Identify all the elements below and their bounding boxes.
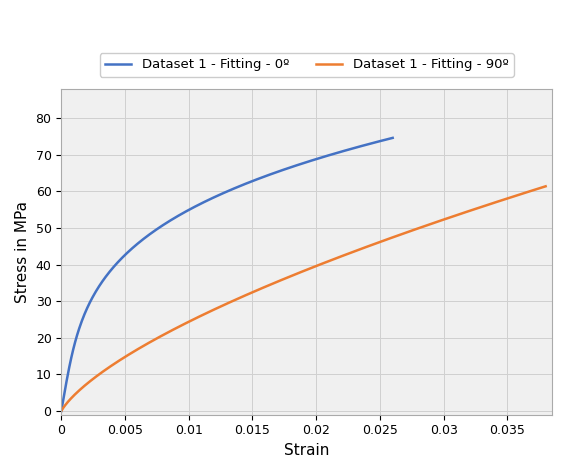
X-axis label: Strain: Strain bbox=[284, 443, 329, 458]
Y-axis label: Stress in MPa: Stress in MPa bbox=[15, 201, 30, 303]
Line: Dataset 1 - Fitting - 90º: Dataset 1 - Fitting - 90º bbox=[61, 186, 545, 411]
Dataset 1 - Fitting - 0º bbox=[255, 176, 262, 182]
Dataset 1 - Fitting - 0º bbox=[390, 135, 396, 141]
Dataset 1 - Fitting - 90º bbox=[531, 187, 538, 193]
Dataset 1 - Fitting - 0º bbox=[329, 151, 336, 157]
Dataset 1 - Fitting - 90º bbox=[320, 260, 327, 266]
Dataset 1 - Fitting - 90º bbox=[58, 408, 65, 414]
Dataset 1 - Fitting - 0º bbox=[215, 193, 222, 198]
Dataset 1 - Fitting - 0º bbox=[217, 192, 224, 197]
Dataset 1 - Fitting - 90º bbox=[542, 184, 549, 189]
Dataset 1 - Fitting - 0º bbox=[237, 183, 244, 189]
Legend: Dataset 1 - Fitting - 0º, Dataset 1 - Fitting - 90º: Dataset 1 - Fitting - 0º, Dataset 1 - Fi… bbox=[100, 53, 514, 77]
Dataset 1 - Fitting - 0º bbox=[381, 137, 388, 143]
Dataset 1 - Fitting - 90º bbox=[455, 212, 462, 218]
Dataset 1 - Fitting - 90º bbox=[288, 273, 295, 279]
Line: Dataset 1 - Fitting - 0º: Dataset 1 - Fitting - 0º bbox=[61, 138, 393, 411]
Dataset 1 - Fitting - 90º bbox=[291, 272, 298, 278]
Dataset 1 - Fitting - 90º bbox=[346, 250, 353, 256]
Dataset 1 - Fitting - 0º bbox=[58, 408, 65, 414]
